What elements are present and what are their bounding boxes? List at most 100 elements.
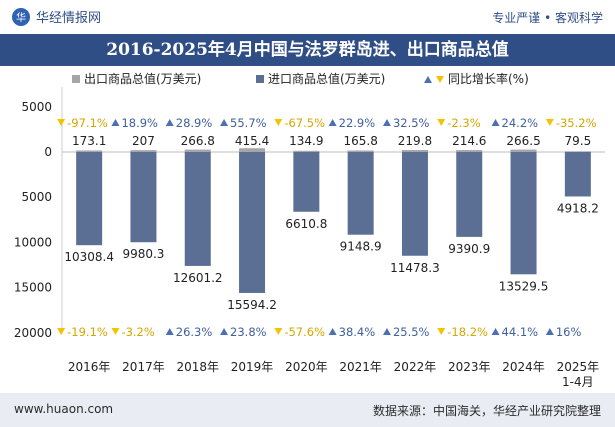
export-growth-label: -2.3% — [437, 116, 481, 130]
export-value-label: 415.4 — [235, 134, 269, 148]
y-tick-label: 20000 — [14, 326, 52, 340]
growth-value: -67.5% — [284, 116, 325, 130]
export-value-label: 219.8 — [398, 134, 432, 148]
brand-logo-icon: 华 — [12, 7, 30, 26]
top-bar: 华 华经情报网 专业严谨 • 客观科学 — [0, 0, 615, 34]
up-arrow-icon — [165, 328, 174, 335]
growth-value: 18.9% — [121, 116, 158, 130]
export-value-label: 214.6 — [452, 134, 486, 148]
legend-label-import: 进口商品总值(万美元) — [268, 71, 385, 86]
export-value-label: 266.8 — [181, 134, 215, 148]
x-tick-label: 2020年 — [285, 360, 328, 374]
chart: 5000 0 5000 10000 15000 20000 出口商品总值(万美元) 进口商品总… — [14, 71, 605, 389]
export-bar — [401, 150, 428, 152]
import-value-label: 10308.4 — [64, 250, 114, 264]
x-tick-label: 2023年 — [448, 360, 491, 374]
import-value-label: 11478.3 — [390, 261, 440, 275]
import-growth-label: 16% — [545, 325, 582, 339]
growth-value: 55.7% — [230, 116, 267, 130]
x-tick-label: 2016年 — [68, 360, 111, 374]
slogan: 专业严谨 • 客观科学 — [492, 11, 603, 25]
import-growth-label: -3.2% — [111, 325, 155, 339]
x-tick-label: 2017年 — [122, 360, 165, 374]
export-growth-label: 18.9% — [111, 116, 158, 130]
legend-down-arrow-icon — [436, 76, 444, 83]
growth-value: 32.5% — [393, 116, 430, 130]
export-value-label: 173.1 — [72, 134, 106, 148]
down-arrow-icon — [274, 119, 283, 126]
up-arrow-icon — [382, 119, 391, 126]
growth-value: 25.5% — [393, 325, 430, 339]
growth-value: 26.3% — [176, 325, 213, 339]
export-bar — [347, 150, 374, 152]
import-bar — [456, 152, 483, 237]
up-arrow-icon — [382, 328, 391, 335]
import-bar — [76, 152, 103, 246]
import-value-label: 9148.9 — [340, 240, 382, 254]
import-bar — [239, 152, 266, 293]
legend-swatch-export — [72, 75, 80, 83]
legend-label-export: 出口商品总值(万美元) — [84, 71, 201, 86]
chart-title: 2016-2025年4月中国与法罗群岛进、出口商品总值 — [0, 34, 615, 66]
import-growth-label: 38.4% — [328, 325, 376, 339]
import-value-label: 6610.8 — [285, 217, 327, 231]
import-growth-label: 44.1% — [491, 325, 539, 339]
y-tick-label: 0 — [44, 145, 52, 159]
import-bar — [347, 152, 374, 235]
import-bar — [293, 152, 320, 212]
export-growth-label: 28.9% — [165, 116, 213, 130]
import-value-label: 12601.2 — [173, 271, 223, 285]
export-value-label: 207 — [132, 134, 155, 148]
import-value-label: 13529.5 — [499, 279, 549, 293]
export-growth-label: 24.2% — [491, 116, 538, 130]
down-arrow-icon — [545, 119, 554, 126]
y-tick-label: 15000 — [14, 281, 52, 295]
legend-up-arrow-icon — [424, 76, 432, 83]
growth-value: 23.8% — [230, 325, 267, 339]
x-tick-label-sub: 1-4月 — [562, 375, 594, 389]
growth-value: -18.2% — [447, 325, 488, 339]
export-value-label: 165.8 — [343, 134, 377, 148]
import-growth-label: 25.5% — [382, 325, 430, 339]
growth-value: -19.1% — [67, 325, 108, 339]
growth-value: -35.2% — [556, 116, 597, 130]
up-arrow-icon — [220, 328, 229, 335]
export-growth-label: 22.9% — [328, 116, 376, 130]
up-arrow-icon — [165, 119, 174, 126]
export-bar — [184, 149, 211, 152]
import-growth-label: -19.1% — [57, 325, 108, 339]
legend-label-growth: 同比增长率(%) — [448, 71, 529, 86]
export-bar — [239, 148, 266, 152]
import-value-label: 15594.2 — [227, 298, 277, 312]
export-bar — [510, 149, 537, 152]
export-value-label: 79.5 — [564, 134, 591, 148]
down-arrow-icon — [57, 119, 66, 126]
growth-value: -3.2% — [121, 325, 154, 339]
growth-value: 38.4% — [339, 325, 376, 339]
x-tick-label: 2025年 — [557, 360, 600, 374]
brand-name: 华经情报网 — [36, 11, 102, 26]
up-arrow-icon — [111, 119, 120, 126]
x-tick-label: 2024年 — [502, 360, 545, 374]
export-value-label: 266.5 — [506, 134, 540, 148]
brand: 华 华经情报网 — [12, 7, 101, 26]
x-tick-label: 2019年 — [231, 360, 274, 374]
up-arrow-icon — [491, 328, 500, 335]
up-arrow-icon — [328, 328, 337, 335]
export-value-label: 134.9 — [289, 134, 323, 148]
growth-value: 22.9% — [339, 116, 376, 130]
growth-value: 16% — [556, 325, 582, 339]
growth-value: 28.9% — [176, 116, 213, 130]
y-tick-label: 10000 — [14, 235, 52, 249]
growth-value: 44.1% — [502, 325, 539, 339]
growth-value: -2.3% — [447, 116, 480, 130]
import-bar — [184, 152, 211, 266]
growth-value: -97.1% — [67, 116, 108, 130]
import-growth-label: 23.8% — [220, 325, 267, 339]
up-arrow-icon — [328, 119, 337, 126]
export-growth-label: -67.5% — [274, 116, 325, 130]
x-tick-label: 2018年 — [176, 360, 219, 374]
growth-value: -57.6% — [284, 325, 325, 339]
import-growth-label: -18.2% — [437, 325, 488, 339]
down-arrow-icon — [111, 328, 120, 335]
